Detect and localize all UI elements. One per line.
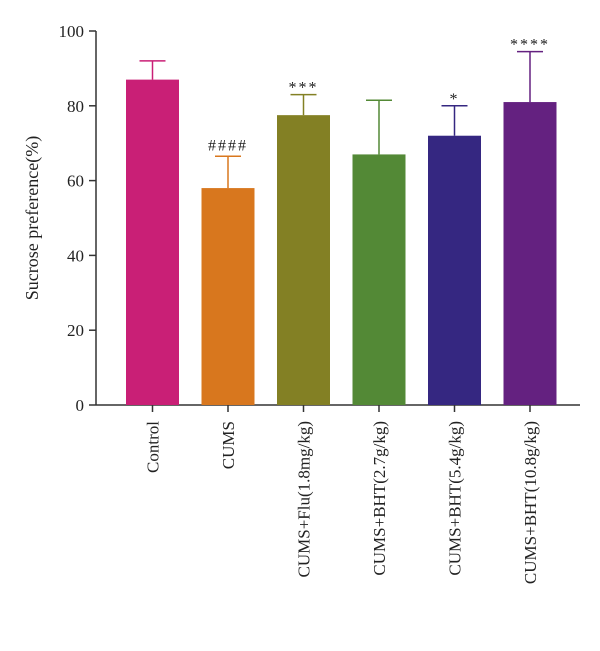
y-tick-label: 40 bbox=[67, 246, 84, 265]
y-tick-label: 20 bbox=[67, 321, 84, 340]
bars bbox=[126, 79, 557, 406]
x-category-label: CUMS+BHT(5.4g/kg) bbox=[446, 421, 465, 576]
x-category-label: CUMS+Flu(1.8mg/kg) bbox=[295, 421, 314, 577]
x-category-label: CUMS bbox=[219, 421, 238, 469]
significance-markers: ####******** bbox=[208, 37, 550, 155]
y-tick-label: 0 bbox=[76, 396, 85, 415]
x-axis-labels: Control CUMS CUMS+Flu(1.8mg/kg) CUMS+BHT(2.… bbox=[144, 405, 540, 584]
y-tick-label: 60 bbox=[67, 172, 84, 191]
x-category-label: Control bbox=[144, 421, 163, 473]
bar bbox=[126, 79, 179, 406]
x-category-label: CUMS+BHT(2.7g/kg) bbox=[370, 421, 389, 576]
bar bbox=[277, 115, 330, 406]
y-axis-ticks: 0 20 40 60 80 100 bbox=[59, 22, 96, 415]
error-bars bbox=[139, 50, 543, 189]
x-category-label: CUMS+BHT(10.8g/kg) bbox=[521, 421, 540, 584]
bar bbox=[428, 135, 481, 405]
y-axis-title: Sucrose preference(%) bbox=[22, 136, 43, 300]
y-tick-label: 100 bbox=[59, 22, 85, 41]
bar bbox=[503, 102, 557, 405]
significance-label: **** bbox=[510, 37, 550, 54]
significance-label: * bbox=[450, 91, 460, 108]
significance-label: #### bbox=[208, 137, 248, 154]
bar bbox=[201, 188, 255, 405]
bar bbox=[352, 154, 406, 405]
y-tick-label: 80 bbox=[67, 97, 84, 116]
significance-label: *** bbox=[289, 80, 319, 97]
